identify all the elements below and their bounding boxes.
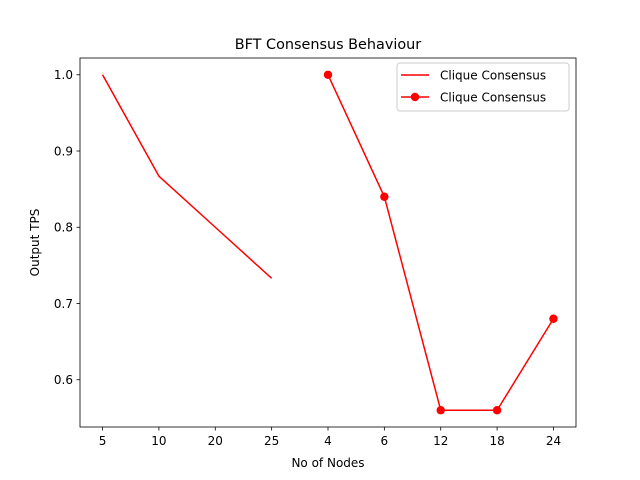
x-tick-label: 20 — [208, 434, 223, 448]
y-tick-label: 0.6 — [54, 373, 73, 387]
y-axis-label: Output TPS — [28, 209, 42, 277]
legend: Clique Consensus Clique Consensus — [396, 62, 570, 112]
legend-marker-series-2 — [410, 92, 420, 102]
x-axis: 5 10 20 25 4 6 12 18 24 — [99, 427, 561, 448]
x-tick-label: 18 — [489, 434, 504, 448]
x-tick-label: 25 — [264, 434, 279, 448]
data-point — [436, 406, 445, 415]
chart-title: BFT Consensus Behaviour — [235, 37, 422, 53]
data-point — [492, 406, 502, 415]
series-line-1 — [101, 74, 273, 279]
y-tick-label: 0.9 — [54, 144, 73, 158]
plot-area — [80, 58, 576, 427]
x-axis-label: No of Nodes — [291, 456, 364, 470]
legend-label-series-1: Clique Consensus — [440, 69, 546, 83]
x-tick-label: 4 — [324, 434, 332, 448]
legend-frame — [396, 62, 570, 112]
y-axis: 0.6 0.7 0.8 0.9 1.0 — [54, 68, 80, 387]
x-tick-label: 6 — [381, 434, 389, 448]
x-tick-label: 10 — [151, 434, 166, 448]
y-tick-label: 0.8 — [54, 221, 73, 235]
y-tick-label: 0.7 — [54, 297, 73, 311]
x-tick-label: 12 — [433, 434, 448, 448]
x-tick-label: 5 — [99, 434, 107, 448]
data-point — [380, 192, 389, 201]
y-tick-label: 1.0 — [54, 68, 73, 82]
x-tick-label: 24 — [546, 434, 561, 448]
legend-label-series-2: Clique Consensus — [440, 91, 546, 105]
data-point — [323, 70, 333, 79]
series-layer — [101, 70, 558, 415]
data-point — [549, 314, 558, 323]
